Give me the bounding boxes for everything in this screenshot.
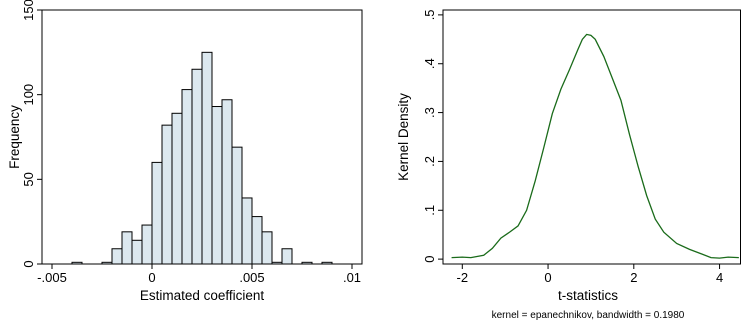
histogram-bar <box>221 99 233 265</box>
kernel-density-y-tick-label: 0 <box>422 255 437 262</box>
kernel-density-x-tick-label: 4 <box>716 270 723 285</box>
histogram-bar <box>201 51 213 265</box>
histogram-bar <box>251 216 263 265</box>
histogram-y-axis-title: Frequency <box>7 105 22 169</box>
histogram-bar <box>171 112 183 265</box>
kernel-density-note: kernel = epanechnikov, bandwidth = 0.198… <box>492 310 685 321</box>
kernel-density-y-tick-label: .2 <box>422 156 437 167</box>
histogram-bar <box>131 239 143 265</box>
histogram-bar <box>151 161 163 265</box>
kernel-density-x-tick-label: 2 <box>630 270 637 285</box>
histogram-y-tick-label: 50 <box>21 172 36 186</box>
kernel-density-y-tick-label: .3 <box>422 107 437 118</box>
histogram-bar <box>191 68 203 265</box>
kernel-density-plot-frame <box>442 9 741 265</box>
histogram-y-tick-label: 150 <box>21 0 36 21</box>
histogram-x-tick-label: 0 <box>148 270 155 285</box>
histogram-x-axis: -.005 0 .005 .01 <box>37 264 361 285</box>
histogram-bar <box>261 231 273 265</box>
histogram-bar <box>71 261 83 265</box>
histogram-bar <box>181 89 193 265</box>
histogram-bar <box>271 261 283 265</box>
histogram-x-tick-label: -.005 <box>37 270 67 285</box>
histogram-bar <box>301 261 313 265</box>
kernel-density-line <box>451 33 739 259</box>
histogram-bars <box>71 51 333 265</box>
histogram-bar <box>101 261 113 265</box>
kernel-density-y-axis: 0 .1 .2 .3 .4 .5 <box>422 9 443 263</box>
histogram-bar <box>231 146 243 265</box>
histogram-x-axis-title: Estimated coefficient <box>140 288 265 303</box>
histogram-bar <box>241 197 253 265</box>
histogram-y-axis: 0 50 100 150 <box>21 0 42 268</box>
histogram-bar <box>161 124 173 265</box>
kernel-density-y-tick-label: .5 <box>422 9 437 20</box>
histogram-x-tick-label: .01 <box>343 270 361 285</box>
kernel-density-y-axis-title: Kernel Density <box>396 93 411 181</box>
kernel-density-y-tick-label: .1 <box>422 205 437 216</box>
kernel-density-panel: -2 0 2 4 0 .1 .2 .3 .4 .5 t-statistics Kernel De… <box>396 9 741 321</box>
histogram-x-tick-label: .005 <box>239 270 264 285</box>
histogram-bar <box>321 261 333 265</box>
histogram-bar <box>141 224 153 265</box>
kernel-density-x-tick-label: -2 <box>457 270 469 285</box>
histogram-bar <box>211 106 223 265</box>
histogram-y-tick-label: 0 <box>21 260 36 267</box>
histogram-bar <box>281 248 293 265</box>
kernel-density-x-tick-label: 0 <box>544 270 551 285</box>
histogram-y-tick-label: 100 <box>21 84 36 106</box>
kernel-density-y-tick-label: .4 <box>422 58 437 69</box>
kernel-density-x-axis: -2 0 2 4 <box>457 264 723 285</box>
histogram-bar <box>111 248 123 265</box>
histogram-bar <box>121 231 133 265</box>
kernel-density-x-axis-title: t-statistics <box>558 288 618 303</box>
